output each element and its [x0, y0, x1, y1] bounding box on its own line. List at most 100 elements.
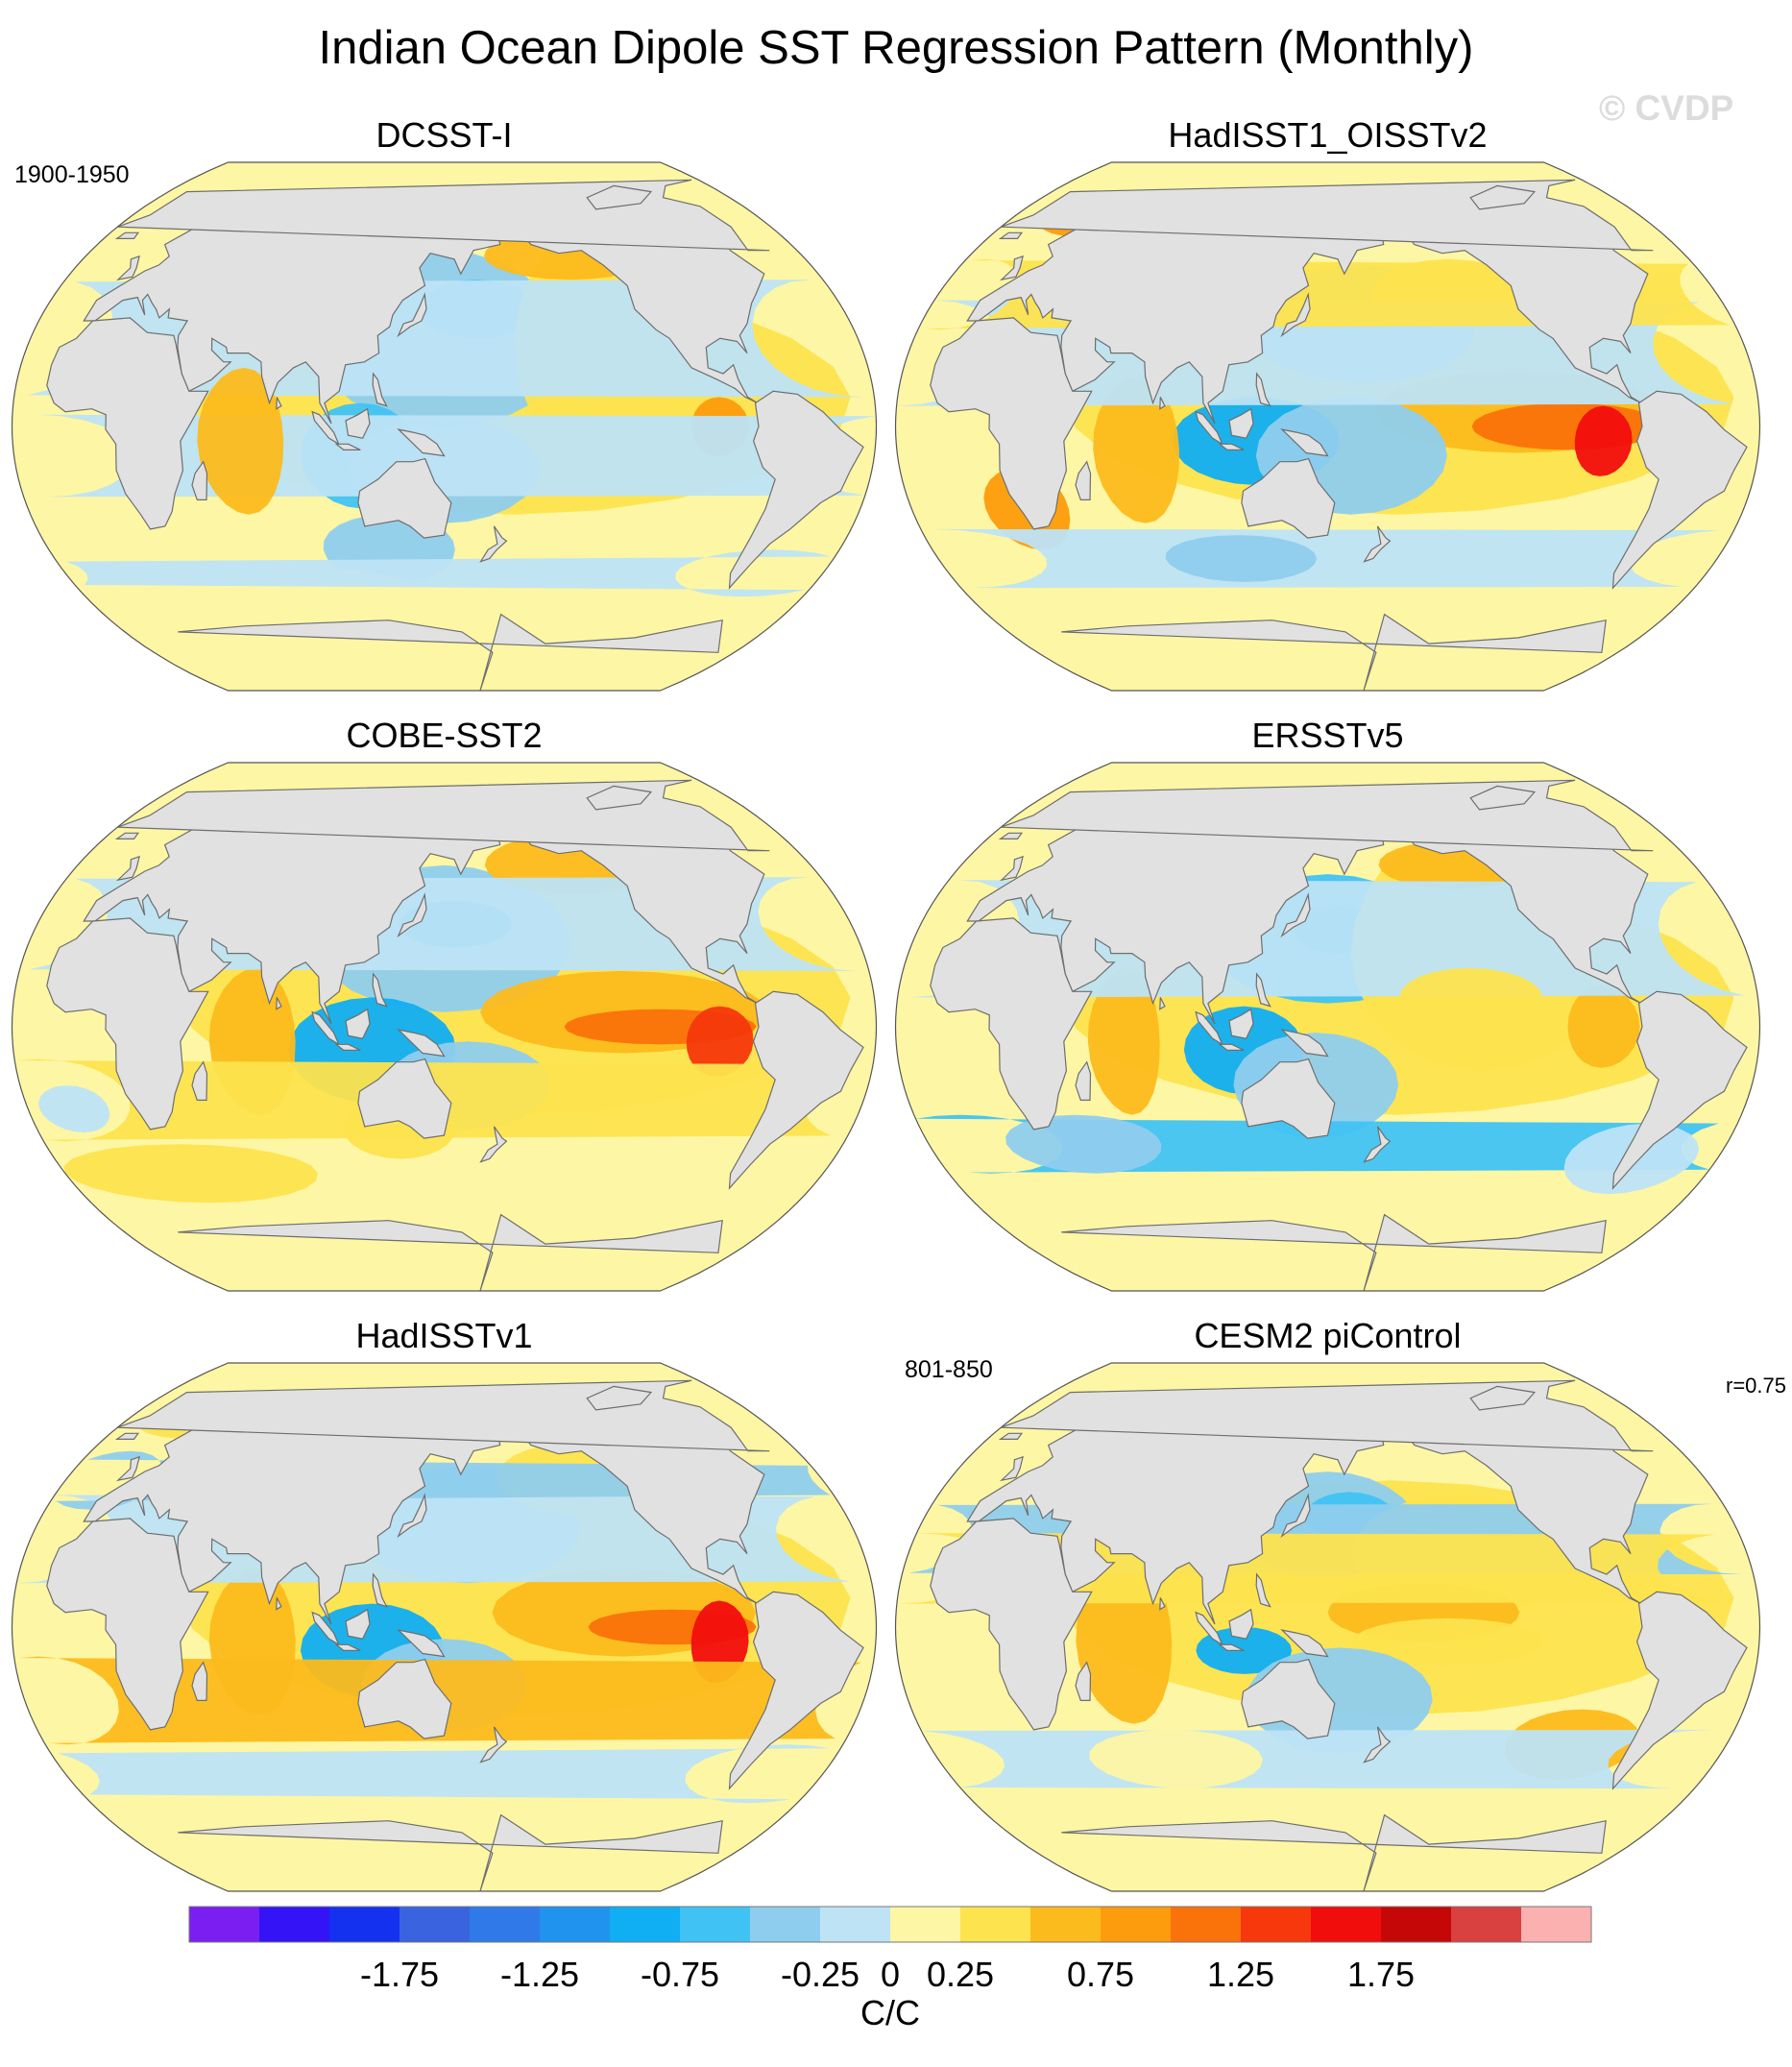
sst-anomaly-region	[1089, 1729, 1263, 1789]
land-japan	[397, 292, 427, 338]
colorbar-swatch	[1101, 1907, 1172, 1942]
world-map	[894, 1362, 1761, 1892]
land-africa	[930, 1518, 1093, 1731]
land-japan	[1280, 292, 1311, 338]
land-uk	[115, 855, 140, 882]
land-arctic_islands	[1469, 785, 1537, 811]
colorbar-tick-label: -1.25	[500, 1955, 579, 1994]
land-sri_lanka	[276, 1597, 282, 1611]
land-philippines	[372, 372, 388, 407]
land-uk	[999, 855, 1024, 882]
land-java	[334, 1043, 361, 1051]
land-new_guinea	[1280, 1629, 1329, 1658]
map-panel-cobe-sst2: COBE-SST2	[10, 716, 879, 1292]
sst-anomaly-region	[686, 1006, 754, 1077]
land-madagascar	[1075, 1661, 1092, 1701]
sst-anomaly-region	[1574, 405, 1633, 476]
colorbar-swatch	[1030, 1907, 1102, 1942]
sst-anomaly-region	[197, 367, 284, 515]
land-australia	[1241, 457, 1336, 539]
land-new_zealand	[479, 1126, 508, 1163]
map-panel-ersstv5: ERSSTv5	[893, 716, 1762, 1292]
land-japan	[1280, 1493, 1311, 1539]
sst-anomaly-region	[1399, 967, 1543, 1027]
colorbar-tick-label: 1.75	[1347, 1955, 1415, 1994]
colorbar-tick-label: 0	[881, 1955, 900, 1994]
land-antarctica	[1061, 1213, 1607, 1291]
land-antarctica	[178, 1213, 723, 1291]
land-japan	[1280, 892, 1311, 938]
sst-anomaly-region	[922, 1729, 1712, 1789]
land-philippines	[1255, 1572, 1271, 1608]
land-new_guinea	[397, 1629, 446, 1658]
map-border	[894, 161, 1761, 692]
map-panel-dcsst: DCSST-I	[10, 115, 879, 692]
colorbar-swatch	[1311, 1907, 1382, 1942]
colorbar-swatch	[400, 1907, 471, 1942]
land-new_guinea	[397, 1029, 446, 1058]
colorbar-swatch	[1381, 1907, 1452, 1942]
ocean-field	[895, 162, 1760, 691]
map-border	[11, 1362, 878, 1892]
colorbar-unit-label: C/C	[860, 1993, 920, 2032]
land-uk	[999, 255, 1024, 281]
land-borneo	[345, 1608, 371, 1640]
correlation-label: r=0.75	[1726, 1374, 1786, 1398]
land-sri_lanka	[1159, 997, 1166, 1010]
land-philippines	[1255, 372, 1271, 407]
land-new_zealand	[1363, 525, 1392, 563]
sst-anomaly-region	[1087, 967, 1160, 1115]
land-new_zealand	[1363, 1126, 1392, 1163]
sst-anomaly-region	[1567, 985, 1640, 1068]
period-label: 1900-1950	[14, 161, 130, 188]
land-s_america	[728, 990, 864, 1190]
land-borneo	[1228, 1008, 1254, 1039]
panel-title: HadISSTv1	[355, 1316, 533, 1355]
land-new_zealand	[479, 1726, 508, 1763]
ocean-field	[12, 162, 877, 691]
figure-title: Indian Ocean Dipole SST Regression Patte…	[318, 22, 1474, 74]
panel-title: HadISST1_OISSTv2	[1168, 115, 1488, 155]
ocean-field	[12, 1363, 877, 1891]
land-australia	[1241, 1658, 1336, 1739]
sst-anomaly-region	[1005, 1114, 1162, 1174]
land-arctic_islands	[1469, 184, 1537, 210]
land-java	[1218, 1043, 1245, 1051]
land-japan	[397, 1493, 427, 1539]
sst-anomaly-region	[1471, 402, 1664, 450]
land-java	[1218, 443, 1245, 450]
land-sri_lanka	[1159, 1597, 1166, 1611]
land-s_america	[728, 1591, 864, 1790]
colorbar-swatch	[610, 1907, 681, 1942]
panel-title: ERSSTv5	[1251, 716, 1404, 755]
map-border	[894, 762, 1761, 1292]
colorbar-swatch	[820, 1907, 891, 1942]
land-japan	[397, 892, 427, 938]
land-philippines	[1255, 972, 1271, 1008]
world-map	[894, 161, 1761, 692]
land-antarctica	[1061, 1813, 1607, 1891]
land-australia	[1241, 1058, 1336, 1139]
land-java	[334, 1643, 361, 1651]
land-new_zealand	[1363, 1726, 1392, 1763]
world-map	[11, 161, 878, 692]
colorbar-frame	[188, 1906, 1592, 1943]
land-iceland	[114, 1432, 140, 1440]
colorbar-swatch	[329, 1907, 400, 1942]
land-africa	[46, 1518, 209, 1731]
map-panel-hadisst1-oisstv2: HadISST1_OISSTv2	[893, 115, 1762, 692]
panel-title: DCSST-I	[375, 115, 513, 155]
land-java	[1218, 1643, 1245, 1651]
land-antarctica	[178, 1813, 723, 1891]
land-s_america	[1611, 1591, 1748, 1790]
land-australia	[357, 1658, 452, 1739]
land-iceland	[114, 231, 140, 239]
sst-anomaly-region	[896, 1533, 1734, 1604]
sst-anomaly-region	[1093, 377, 1179, 523]
land-africa	[46, 917, 209, 1131]
land-uk	[115, 255, 140, 281]
ocean-field	[895, 763, 1760, 1291]
land-australia	[357, 457, 452, 539]
land-iceland	[998, 832, 1024, 839]
land-sri_lanka	[1159, 397, 1166, 410]
